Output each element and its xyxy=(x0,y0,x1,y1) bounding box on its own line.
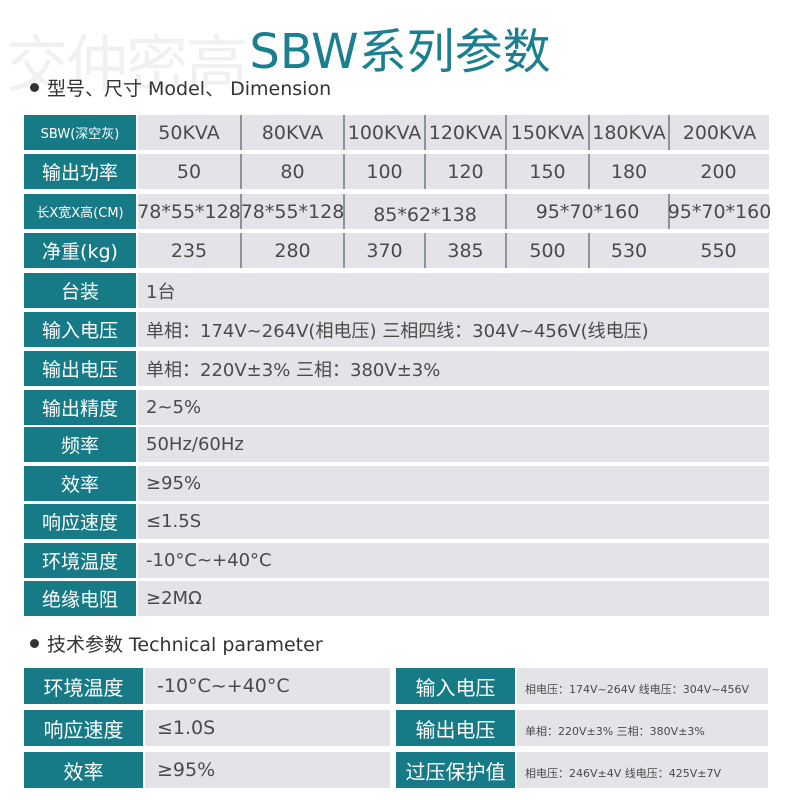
power-cell: 150 xyxy=(505,154,588,189)
model-cell: 120KVA xyxy=(424,115,505,150)
tech-value: 单相：220V±3% 三相：380V±3% xyxy=(517,710,768,746)
section-heading-text: 型号、尺寸 Model、 Dimension xyxy=(47,78,332,100)
row-label: 长X宽X高(CM) xyxy=(24,194,136,229)
spec-row: 环境温度 -10°C~+40°C xyxy=(24,543,769,578)
model-cell: 100KVA xyxy=(343,115,424,150)
spec-row: 台装 1台 xyxy=(24,273,769,308)
spec-row: 频率 50Hz/60Hz xyxy=(24,427,769,462)
spec-value: 50Hz/60Hz xyxy=(138,427,769,462)
dims-cell: 78*55*128 xyxy=(137,200,241,223)
model-header-row: SBW(深空灰) 50KVA 80KVA 100KVA 120KVA 150KV… xyxy=(24,115,769,150)
weight-cell: 370 xyxy=(343,233,424,268)
power-row: 输出功率 50 80 100 120 150 180 200 xyxy=(24,154,769,189)
spec-row: 输出电压 单相：220V±3% 三相：380V±3% xyxy=(24,351,769,386)
tech-row: 环境温度 -10°C~+40°C xyxy=(24,668,390,704)
weight-row: 净重(kg) 235 280 370 385 500 530 550 xyxy=(24,233,769,268)
tech-label: 环境温度 xyxy=(24,668,143,704)
tech-row: 输入电压 相电压：174V~264V 线电压：304V~456V xyxy=(396,668,768,704)
spec-row: 输入电压 单相：174V~264V(相电压) 三相四线：304V~456V(线电… xyxy=(24,312,769,347)
tech-label: 效率 xyxy=(24,752,143,788)
weight-cell: 550 xyxy=(700,239,737,262)
spec-value: 1台 xyxy=(138,273,769,308)
spec-label: 台装 xyxy=(24,273,136,308)
spec-row: 输出精度 2~5% xyxy=(24,390,769,425)
weight-cell: 530 xyxy=(588,233,668,268)
spec-value: ≥95% xyxy=(138,466,769,501)
power-cell: 120 xyxy=(424,154,505,189)
row-label: 净重(kg) xyxy=(24,233,136,268)
section-heading-technical: 技术参数 Technical parameter xyxy=(30,630,323,657)
spec-label: 环境温度 xyxy=(24,543,136,578)
row-label: SBW(深空灰) xyxy=(24,115,136,150)
spec-value: -10°C~+40°C xyxy=(138,543,769,578)
tech-row: 过压保护值 相电压：246V±4V 线电压：425V±7V xyxy=(396,752,768,788)
spec-value: ≥2MΩ xyxy=(138,581,769,616)
dims-cell: 85*62*138 xyxy=(343,194,505,229)
tech-label: 响应速度 xyxy=(24,710,143,746)
spec-label: 输入电压 xyxy=(24,312,136,347)
row-label: 输出功率 xyxy=(24,154,136,189)
spec-label: 输出电压 xyxy=(24,351,136,386)
bullet-icon xyxy=(30,83,39,92)
power-cell: 80 xyxy=(240,154,343,189)
spec-label: 响应速度 xyxy=(24,504,136,539)
tech-label: 输出电压 xyxy=(396,710,515,746)
tech-row: 效率 ≥95% xyxy=(24,752,390,788)
tech-value: ≥95% xyxy=(145,752,390,788)
spec-row: 绝缘电阻 ≥2MΩ xyxy=(24,581,769,616)
spec-value: 2~5% xyxy=(138,390,769,425)
weight-cell: 280 xyxy=(240,233,343,268)
bullet-icon xyxy=(30,639,39,648)
weight-cell: 235 xyxy=(170,239,208,262)
row-values: 78*55*128 78*55*128 85*62*138 95*70*160 … xyxy=(137,194,771,229)
model-cell: 150KVA xyxy=(505,115,588,150)
spec-label: 效率 xyxy=(24,466,136,501)
page-title: SBW系列参数 xyxy=(249,24,551,80)
model-cell: 180KVA xyxy=(588,115,668,150)
tech-label: 输入电压 xyxy=(396,668,515,704)
tech-value: 相电压：174V~264V 线电压：304V~456V xyxy=(517,668,768,704)
section-heading-text: 技术参数 Technical parameter xyxy=(47,634,323,656)
row-values: 235 280 370 385 500 530 550 xyxy=(138,233,769,268)
spec-value: 单相：220V±3% 三相：380V±3% xyxy=(138,351,769,386)
tech-value: ≤1.0S xyxy=(145,710,390,746)
row-values: 50 80 100 120 150 180 200 xyxy=(138,154,769,189)
power-cell: 200 xyxy=(700,160,737,183)
spec-label: 绝缘电阻 xyxy=(24,581,136,616)
section-heading-model: 型号、尺寸 Model、 Dimension xyxy=(30,74,331,101)
dims-cell: 95*70*160 xyxy=(668,194,771,229)
tech-label: 过压保护值 xyxy=(396,752,515,788)
dimensions-row: 长X宽X高(CM) 78*55*128 78*55*128 85*62*138 … xyxy=(24,194,771,229)
weight-cell: 385 xyxy=(424,233,505,268)
tech-value: 相电压：246V±4V 线电压：425V±7V xyxy=(517,752,768,788)
spec-row: 效率 ≥95% xyxy=(24,466,769,501)
watermark: 交仲密高 xyxy=(6,28,248,101)
weight-cell: 500 xyxy=(505,233,588,268)
spec-value: ≤1.5S xyxy=(138,504,769,539)
model-cell: 200KVA xyxy=(668,115,769,150)
spec-row: 响应速度 ≤1.5S xyxy=(24,504,769,539)
dims-cell: 78*55*128 xyxy=(240,194,344,229)
row-values: 50KVA 80KVA 100KVA 120KVA 150KVA 180KVA … xyxy=(138,115,769,150)
model-cell: 50KVA xyxy=(158,121,220,144)
spec-label: 频率 xyxy=(24,427,136,462)
power-cell: 180 xyxy=(588,154,668,189)
spec-value: 单相：174V~264V(相电压) 三相四线：304V~456V(线电压) xyxy=(138,312,769,347)
tech-row: 输出电压 单相：220V±3% 三相：380V±3% xyxy=(396,710,768,746)
tech-row: 响应速度 ≤1.0S xyxy=(24,710,390,746)
spec-label: 输出精度 xyxy=(24,390,136,425)
power-cell: 50 xyxy=(176,160,202,183)
model-cell: 80KVA xyxy=(240,115,343,150)
power-cell: 100 xyxy=(343,154,424,189)
dims-cell: 95*70*160 xyxy=(505,194,668,229)
tech-value: -10°C~+40°C xyxy=(145,668,390,704)
